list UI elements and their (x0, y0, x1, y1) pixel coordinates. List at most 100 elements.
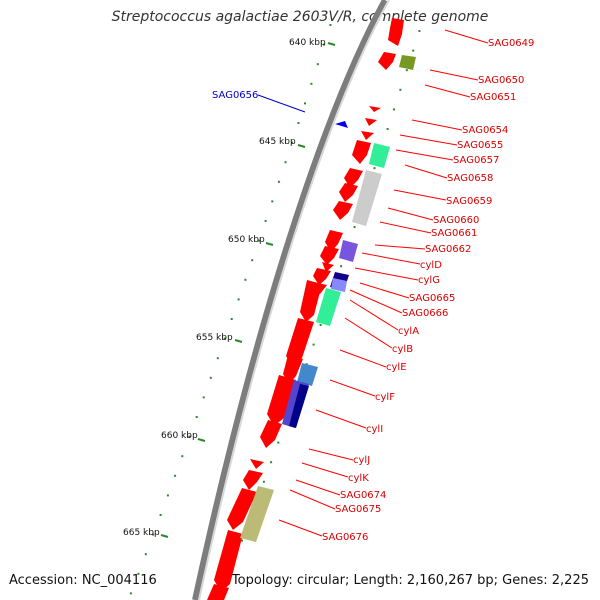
gene-label[interactable]: SAG0650 (478, 75, 524, 86)
inner-dot (340, 265, 343, 268)
kbp-tick (297, 144, 306, 148)
gene-arrow[interactable] (352, 140, 371, 164)
gene-label[interactable]: SAG0651 (470, 92, 516, 103)
gene-label[interactable]: SAG0657 (453, 155, 499, 166)
inner-dot (373, 167, 376, 170)
gene-label[interactable]: SAG0655 (457, 140, 503, 151)
gene-arrow[interactable] (207, 584, 229, 600)
inner-dot (270, 461, 273, 464)
gene-label[interactable]: cylF (375, 392, 395, 403)
gene-arrow-forward[interactable] (335, 121, 348, 128)
gene-arrow[interactable] (214, 530, 243, 592)
gene-arrow[interactable] (361, 131, 374, 140)
gene-label[interactable]: cylI (366, 424, 383, 435)
gene-arrow[interactable] (365, 118, 377, 126)
gene-arrow[interactable] (388, 18, 404, 46)
gene-label[interactable]: SAG0661 (431, 228, 477, 239)
gene-label[interactable]: SAG0676 (322, 532, 368, 543)
gene-arrow[interactable] (322, 262, 334, 272)
gene-arrow[interactable] (320, 246, 339, 265)
feature-box-lightpurple[interactable] (331, 278, 347, 292)
genome-backbone (192, 0, 388, 600)
gene-arrow[interactable] (250, 459, 264, 469)
scale-dot (159, 514, 162, 516)
feature-box-purple[interactable] (339, 240, 358, 262)
scale-dot (195, 416, 198, 418)
gene-label[interactable]: cylJ (353, 455, 370, 466)
gene-label[interactable]: cylA (398, 326, 419, 337)
gene-label[interactable]: SAG0649 (488, 38, 534, 49)
gene-label[interactable]: SAG0660 (433, 215, 479, 226)
inner-dot (405, 69, 408, 72)
scale-dot (216, 357, 219, 360)
scale-dot (277, 180, 280, 183)
scale-dot (230, 318, 233, 320)
inner-dot (393, 108, 395, 111)
inner-dot (353, 226, 356, 228)
gene-label[interactable]: cylD (420, 260, 442, 271)
kbp-tick (197, 438, 206, 442)
feature-box-navy[interactable] (289, 384, 309, 428)
gene-label[interactable]: SAG0665 (409, 293, 455, 304)
scale-dot (174, 474, 177, 477)
feature-boxes (240, 55, 416, 542)
gene-arrow[interactable] (260, 420, 282, 448)
gene-arrow[interactable] (227, 488, 257, 530)
gene-label[interactable]: cylB (392, 344, 413, 355)
inner-dot (312, 343, 315, 346)
kbp-tick-label: 650 kbp (228, 235, 265, 245)
gene-arrow[interactable] (378, 52, 396, 70)
feature-box-green2[interactable] (316, 288, 341, 326)
gene-label[interactable]: SAG0662 (425, 244, 471, 255)
inner-dot (418, 30, 421, 32)
gene-label-left[interactable]: SAG0656 (212, 90, 258, 101)
gene-label[interactable]: cylK (348, 473, 369, 484)
scale-dot (310, 82, 313, 85)
inner-dot (386, 128, 389, 130)
gene-arrow[interactable] (283, 355, 303, 384)
gene-arrow[interactable] (267, 375, 296, 426)
scale-dots (129, 24, 332, 595)
accession-text: Accession: NC_004116 (9, 573, 157, 588)
scale-dot (144, 553, 147, 556)
gene-arrow[interactable] (344, 168, 363, 188)
scale-dot (304, 102, 306, 105)
scale-dot (223, 337, 226, 340)
gene-label[interactable]: SAG0654 (462, 125, 508, 136)
scale-dot (152, 533, 155, 536)
kbp-tick (265, 242, 274, 246)
kbp-tick-label: 645 kbp (259, 137, 296, 147)
scale-dot (291, 141, 293, 144)
scale-dot (297, 122, 300, 124)
kbp-tick (234, 339, 243, 343)
gene-arrow[interactable] (243, 470, 263, 490)
gene-arrow[interactable] (333, 201, 353, 220)
gene-arrow[interactable] (339, 183, 358, 202)
scale-dot (137, 572, 140, 575)
gene-label[interactable]: SAG0659 (446, 196, 492, 207)
feature-box-steel[interactable] (297, 363, 318, 386)
scale-dot (251, 259, 254, 262)
gene-arrow[interactable] (325, 230, 343, 252)
gene-label[interactable]: SAG0675 (335, 504, 381, 515)
feature-box-khaki[interactable] (240, 486, 274, 542)
gene-label[interactable]: SAG0666 (402, 308, 448, 319)
gene-label[interactable]: SAG0658 (447, 173, 493, 184)
gene-label[interactable]: SAG0674 (340, 490, 386, 501)
scale-dot (202, 396, 205, 399)
scale-dot (329, 24, 332, 26)
gene-arrow[interactable] (286, 318, 314, 366)
gene-arrow[interactable] (369, 106, 381, 112)
scale-dot (323, 43, 326, 46)
gene-label[interactable]: cylG (418, 275, 440, 286)
feature-box-olive[interactable] (399, 55, 416, 70)
feature-box-green[interactable] (369, 143, 390, 168)
feature-box-grey[interactable] (352, 170, 382, 226)
gene-arrow[interactable] (313, 268, 331, 285)
gene-label[interactable]: cylE (386, 362, 407, 373)
gene-arrow[interactable] (300, 280, 322, 322)
kbp-tick (327, 42, 336, 46)
genome-backbone-shadow (198, 0, 390, 600)
